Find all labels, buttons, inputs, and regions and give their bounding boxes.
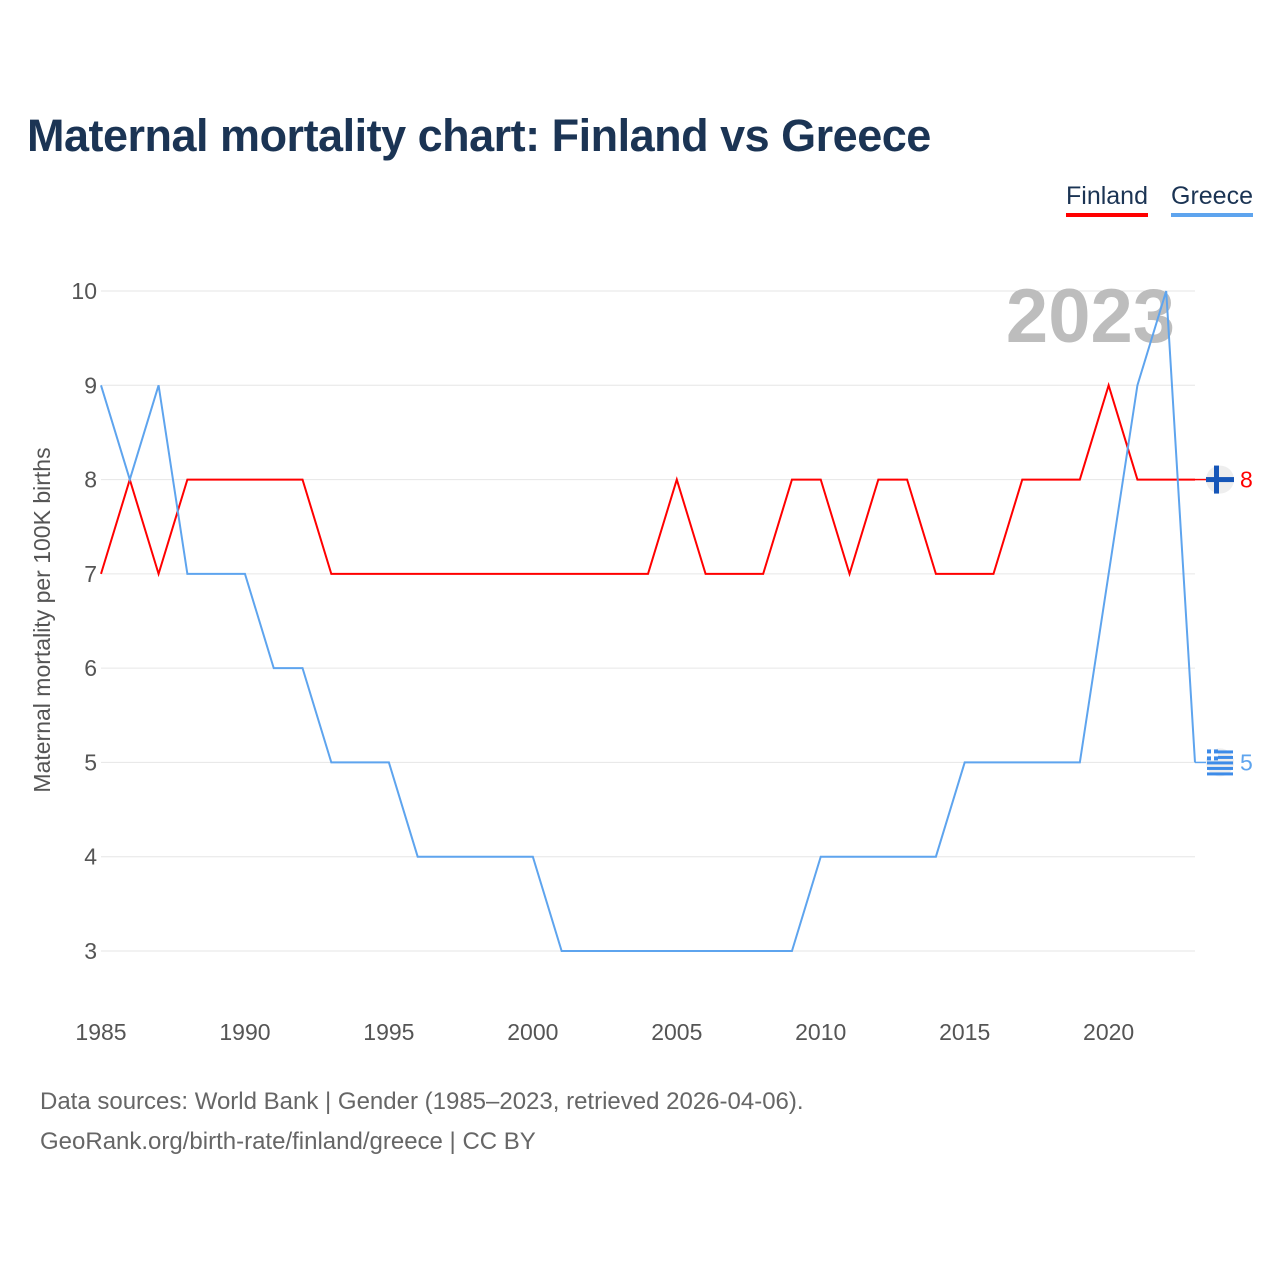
series-line-greece [100,290,1196,952]
legend-greece[interactable]: Greece [1171,182,1253,217]
y-tick-label: 8 [84,467,97,493]
end-label-greece: 5 [1240,749,1253,775]
y-tick-label: 10 [71,278,97,304]
x-tick-label: 2000 [507,1019,558,1045]
flag-stripe [1207,755,1233,759]
footer-sources: Data sources: World Bank | Gender (1985–… [40,1088,804,1115]
y-tick-label: 3 [84,938,97,964]
x-tick-label: 2010 [795,1019,846,1045]
legend-finland[interactable]: Finland [1066,182,1148,217]
y-axis-label: Maternal mortality per 100K births [29,447,55,792]
y-tick-label: 4 [84,844,97,870]
x-tick-label: 2015 [939,1019,990,1045]
flag-cross-h [1207,753,1218,757]
chart-title: Maternal mortality chart: Finland vs Gre… [27,110,931,161]
flag-stripe [1207,772,1233,776]
x-tick-label: 2005 [651,1019,702,1045]
y-tick-label: 9 [84,372,97,398]
x-tick-label: 1990 [219,1019,270,1045]
flag-stripe [1207,761,1233,765]
end-label-finland: 8 [1240,467,1253,493]
x-tick-label: 2020 [1083,1019,1134,1045]
x-tick-label: 1995 [363,1019,414,1045]
y-tick-label: 7 [84,561,97,587]
flag-stripe [1207,750,1233,754]
flag-cross-h [1206,477,1234,483]
year-watermark: 2023 [1006,274,1175,359]
footer-attribution: GeoRank.org/birth-rate/finland/greece | … [40,1128,536,1155]
flag-cross-v [1214,465,1219,494]
y-tick-label: 5 [84,749,97,775]
series-line-finland [100,381,1195,578]
flag-stripe [1207,766,1233,770]
y-tick-label: 6 [84,655,97,681]
x-tick-label: 1985 [75,1019,126,1045]
